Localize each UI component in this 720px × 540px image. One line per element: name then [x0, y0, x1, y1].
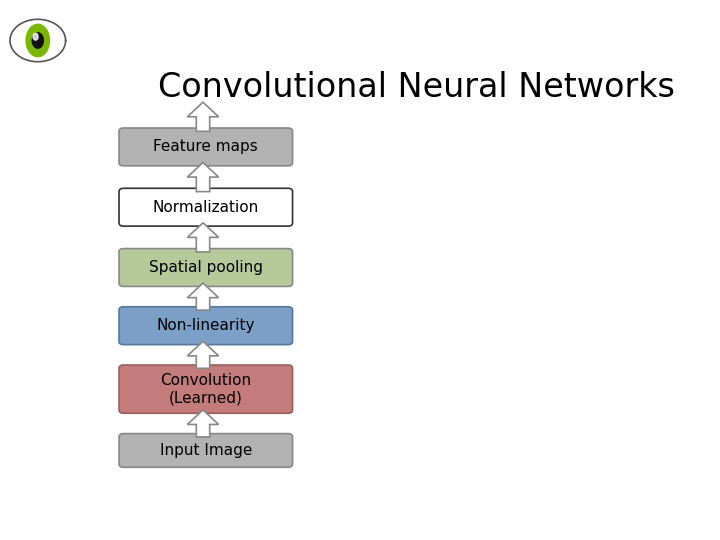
Polygon shape — [187, 223, 219, 252]
Polygon shape — [187, 410, 219, 437]
Text: Spatial pooling: Spatial pooling — [149, 260, 263, 275]
Circle shape — [32, 33, 43, 48]
FancyBboxPatch shape — [119, 365, 292, 413]
Text: Non-linearity: Non-linearity — [156, 318, 255, 333]
FancyBboxPatch shape — [119, 434, 292, 467]
FancyBboxPatch shape — [119, 128, 292, 166]
Text: Convolutional Neural Networks: Convolutional Neural Networks — [158, 71, 675, 104]
Text: Normalization: Normalization — [153, 200, 259, 215]
Circle shape — [26, 24, 50, 57]
Text: Convolution
(Learned): Convolution (Learned) — [161, 373, 251, 406]
FancyBboxPatch shape — [119, 248, 292, 286]
Polygon shape — [187, 283, 219, 310]
Text: Feature maps: Feature maps — [153, 139, 258, 154]
Polygon shape — [187, 163, 219, 192]
Polygon shape — [187, 102, 219, 131]
FancyBboxPatch shape — [119, 307, 292, 345]
Text: Input Image: Input Image — [160, 443, 252, 458]
Polygon shape — [10, 19, 66, 62]
Circle shape — [33, 33, 38, 40]
FancyBboxPatch shape — [119, 188, 292, 226]
Polygon shape — [187, 341, 219, 368]
